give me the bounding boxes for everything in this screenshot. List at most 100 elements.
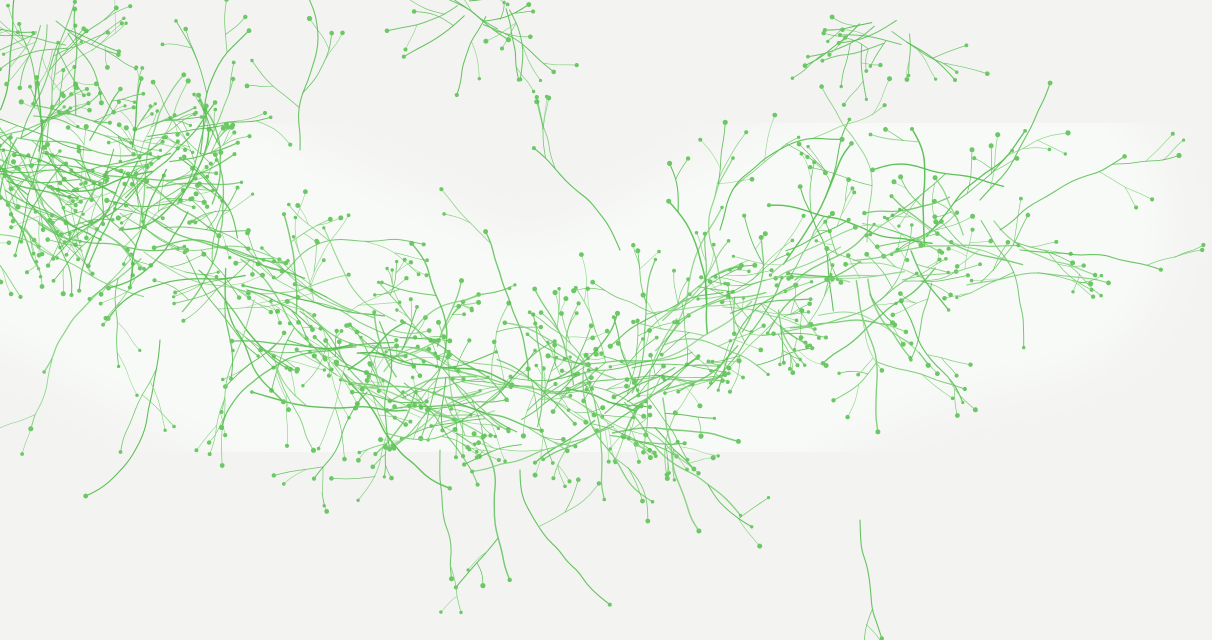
tendril-strand — [309, 351, 321, 364]
tendril-strand — [441, 351, 497, 369]
tendril-strand — [398, 357, 439, 364]
tendril-tip — [144, 164, 150, 169]
tendril-tip — [839, 136, 845, 142]
tendril-tip — [750, 525, 754, 529]
tendril-strand — [732, 136, 799, 190]
tendril-tip — [948, 292, 953, 298]
tendril-tip — [236, 295, 242, 300]
tendril-strand — [140, 105, 151, 122]
tendril-strand — [163, 137, 191, 148]
tendril-strand — [197, 185, 212, 192]
tendril-tip — [137, 154, 142, 160]
tendril-tip — [805, 344, 810, 349]
tendril-tip — [235, 185, 240, 190]
tendril-strand — [440, 305, 460, 334]
tendril-strand — [30, 254, 43, 288]
tendril-tip — [932, 198, 937, 204]
tendril-strand — [211, 187, 238, 265]
tendril-strand — [52, 211, 83, 224]
tendril-tip — [142, 224, 147, 230]
tendril-tip — [905, 257, 910, 263]
tendril-tip — [204, 204, 210, 209]
tendril-tip — [507, 286, 512, 291]
tendril-tip — [906, 73, 911, 78]
tendril-tip — [268, 309, 274, 315]
tendril-strand — [807, 25, 875, 58]
tendril-tip — [73, 208, 78, 213]
tendril-strand — [0, 164, 29, 196]
tendril-strand — [104, 5, 131, 21]
tendril-tip — [480, 434, 486, 440]
tendril-strand — [634, 444, 651, 451]
tendril-tip — [250, 390, 254, 394]
tendril-strand — [273, 355, 308, 407]
tendril-strand — [48, 170, 153, 193]
tendril-tip — [72, 0, 77, 4]
tendril-strand — [440, 424, 500, 461]
tendril-strand — [728, 319, 776, 369]
tendril-strand — [748, 333, 774, 336]
tendril-tip — [722, 119, 728, 125]
tendril-strand — [290, 218, 331, 243]
tendril-tip — [531, 89, 536, 94]
tendril-strand — [869, 209, 909, 235]
tendril-strand — [1023, 147, 1050, 150]
tendril-tip — [288, 142, 293, 147]
tendril-strand — [60, 176, 147, 236]
tendril-tip — [808, 321, 814, 328]
tendril-tip — [829, 14, 835, 20]
tendril-tip — [563, 296, 569, 302]
tendril-strand — [18, 23, 36, 108]
tendril-strand — [14, 193, 19, 208]
tendril-tip — [403, 422, 409, 427]
tendril-tip — [389, 475, 394, 481]
tendril-strand — [642, 294, 662, 330]
tendril-strand — [675, 158, 689, 180]
tendril-strand — [165, 116, 203, 121]
tendril-tip — [786, 271, 791, 276]
tendril-strand — [274, 365, 314, 451]
tendril-strand — [199, 30, 250, 155]
tendril-strand — [538, 395, 571, 400]
tendril-strand — [140, 204, 164, 219]
tendril-tip — [72, 6, 78, 12]
tendril-tip — [185, 78, 191, 84]
tendril-strand — [931, 183, 937, 223]
tendril-strand — [302, 342, 328, 386]
tendril-tip — [790, 238, 795, 243]
tendril-tip — [797, 184, 803, 190]
tendril-tip — [378, 437, 383, 443]
tendril-tip — [474, 455, 480, 460]
tendril-tip — [648, 352, 653, 358]
tendril-tip — [101, 221, 106, 227]
tendril-strand — [589, 423, 655, 454]
tendril-tip — [260, 272, 265, 278]
tendril-tip — [879, 368, 885, 373]
tendril-strand — [673, 376, 701, 407]
tendril-tip — [321, 258, 326, 263]
tendril-tip — [50, 186, 55, 191]
tendril-tip — [790, 370, 796, 376]
tendril-strand — [0, 414, 36, 429]
tendril-strand — [169, 253, 205, 268]
tendril-tip — [113, 5, 119, 11]
tendril-tip — [118, 86, 123, 92]
tendril-tip — [98, 100, 104, 106]
tendril-strand — [147, 123, 227, 137]
tendril-strand — [405, 24, 418, 50]
tendril-tip — [710, 455, 716, 461]
tendril-tip — [1092, 272, 1098, 278]
tendril-strand — [0, 20, 23, 41]
tendril-tip — [650, 499, 655, 504]
tendril-tip — [647, 412, 653, 418]
tendril-tip — [631, 319, 636, 325]
tendril-strand — [0, 173, 80, 184]
tendril-strand — [964, 229, 973, 270]
tendril-tip — [376, 389, 381, 393]
tendril-tip — [895, 247, 900, 252]
tendril-tip — [34, 260, 39, 264]
tendril-strand — [462, 381, 587, 423]
tendril-strand — [462, 443, 478, 452]
tendril-tip — [1065, 130, 1071, 136]
tendril-strand — [729, 298, 812, 314]
